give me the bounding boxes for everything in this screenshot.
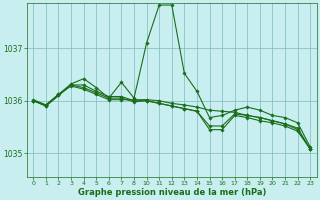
X-axis label: Graphe pression niveau de la mer (hPa): Graphe pression niveau de la mer (hPa) (77, 188, 266, 197)
